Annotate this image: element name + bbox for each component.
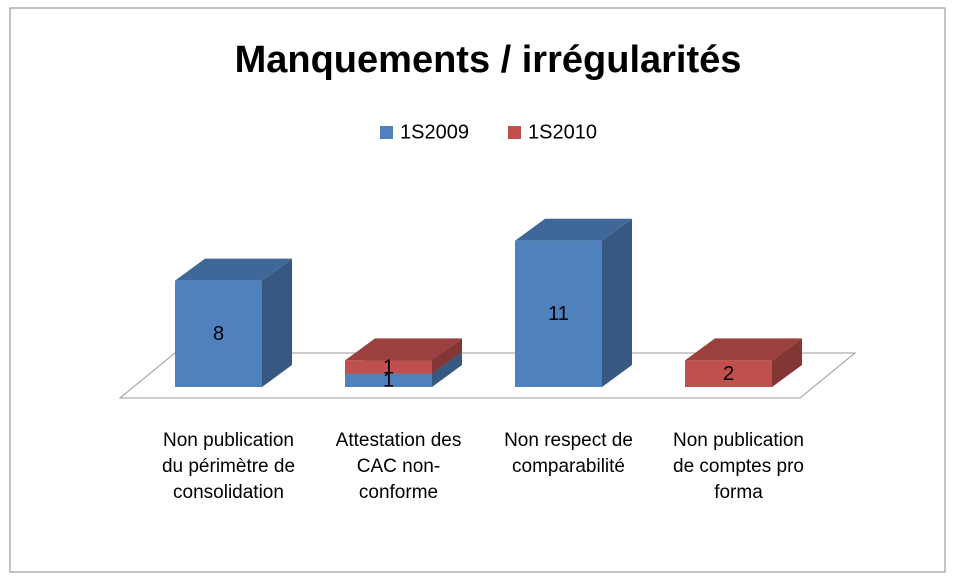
bar bbox=[175, 258, 292, 387]
value-label: 2 bbox=[723, 363, 734, 385]
bar-top bbox=[175, 258, 292, 281]
legend-swatch bbox=[508, 126, 521, 139]
bar-side bbox=[262, 258, 292, 387]
x-tick-label: Non publication de comptes pro forma bbox=[673, 430, 804, 503]
bar bbox=[345, 338, 462, 374]
bar-side bbox=[772, 338, 802, 387]
legend-label: 1S2009 bbox=[400, 121, 469, 143]
bar bbox=[685, 338, 802, 387]
chart-frame bbox=[9, 7, 946, 573]
bar-front bbox=[345, 360, 432, 374]
bar-side bbox=[602, 218, 632, 387]
value-label: 8 bbox=[213, 323, 224, 345]
legend-swatch bbox=[380, 126, 393, 139]
bar-front bbox=[345, 373, 432, 387]
bar-front bbox=[685, 360, 772, 387]
bar-side bbox=[432, 351, 462, 387]
value-label: 1 bbox=[383, 356, 394, 378]
x-tick-label: Attestation des CAC non-conforme bbox=[335, 430, 462, 503]
bar-front bbox=[515, 240, 602, 387]
value-label: 11 bbox=[548, 303, 569, 325]
floor bbox=[118, 352, 857, 399]
x-tick-label: Non publication du périmètre de consolid… bbox=[161, 430, 296, 503]
bar-front bbox=[175, 280, 262, 387]
chart-title: Manquements / irrégularités bbox=[235, 39, 742, 81]
legend-label: 1S2010 bbox=[528, 121, 597, 143]
value-label: 1 bbox=[383, 370, 394, 392]
x-tick-label: Non respect de comparabilité bbox=[504, 430, 633, 477]
bar-top bbox=[345, 338, 462, 361]
bar bbox=[515, 218, 632, 387]
bar-top bbox=[515, 218, 632, 241]
bar-side bbox=[432, 338, 462, 374]
bar-top bbox=[685, 338, 802, 361]
